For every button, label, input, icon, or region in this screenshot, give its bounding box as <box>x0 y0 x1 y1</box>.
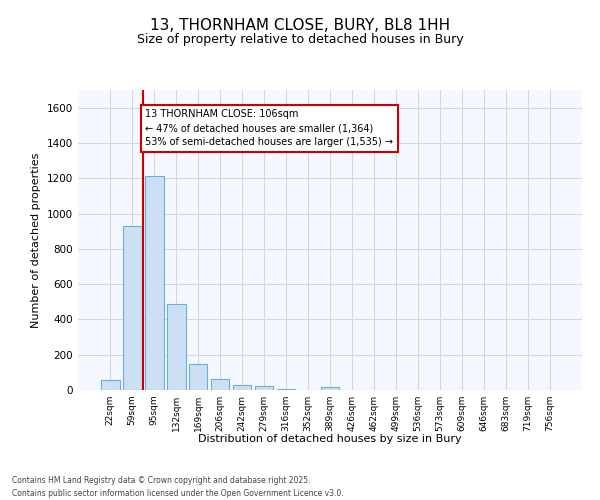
Text: 13, THORNHAM CLOSE, BURY, BL8 1HH: 13, THORNHAM CLOSE, BURY, BL8 1HH <box>150 18 450 32</box>
Bar <box>101 380 119 390</box>
Y-axis label: Number of detached properties: Number of detached properties <box>31 152 41 328</box>
Bar <box>145 176 164 390</box>
Bar <box>255 386 274 390</box>
Bar <box>277 389 295 390</box>
Text: Contains HM Land Registry data © Crown copyright and database right 2025.
Contai: Contains HM Land Registry data © Crown c… <box>12 476 344 498</box>
Bar <box>167 304 185 390</box>
Bar <box>211 380 229 390</box>
Text: 13 THORNHAM CLOSE: 106sqm
← 47% of detached houses are smaller (1,364)
53% of se: 13 THORNHAM CLOSE: 106sqm ← 47% of detac… <box>145 110 394 148</box>
Bar <box>189 364 208 390</box>
X-axis label: Distribution of detached houses by size in Bury: Distribution of detached houses by size … <box>198 434 462 444</box>
Bar <box>123 226 142 390</box>
Bar <box>320 388 340 390</box>
Bar <box>233 384 251 390</box>
Text: Size of property relative to detached houses in Bury: Size of property relative to detached ho… <box>137 32 463 46</box>
